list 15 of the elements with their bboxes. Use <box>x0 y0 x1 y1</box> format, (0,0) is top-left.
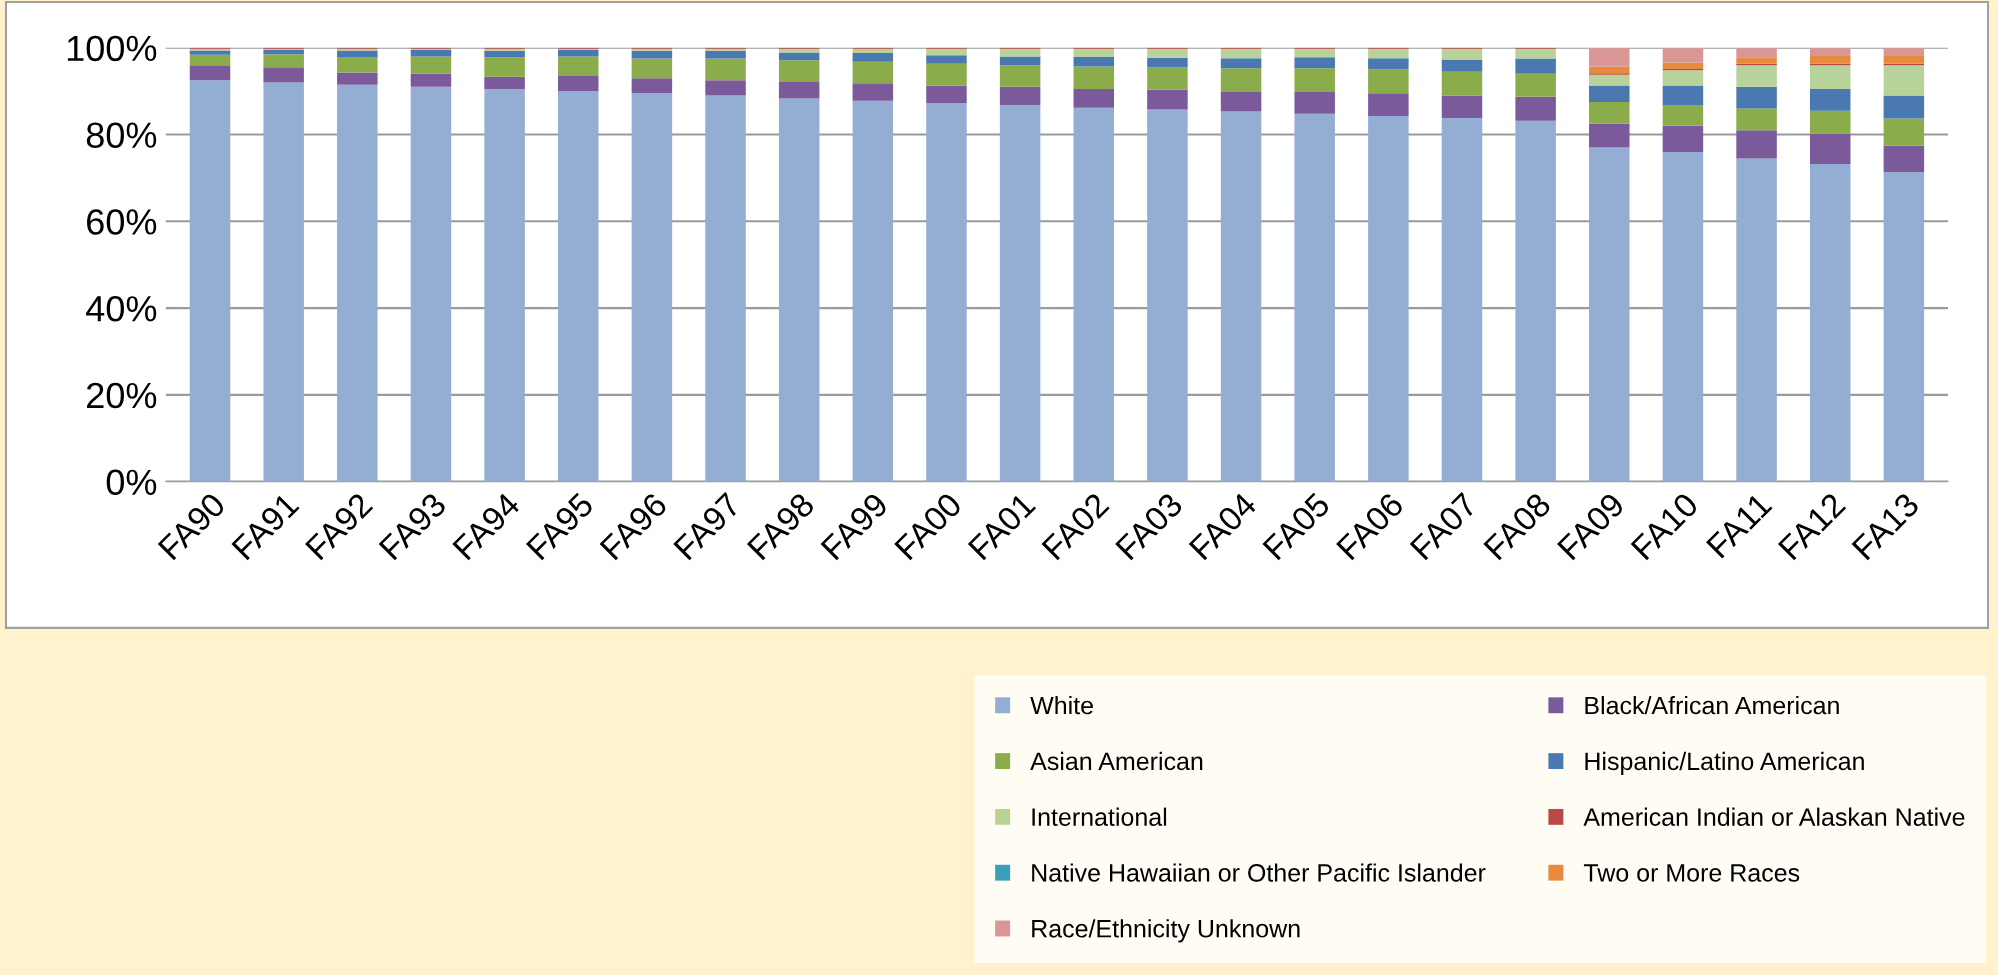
y-tick-label: 60% <box>87 209 157 235</box>
legend-label: Race/Ethnicity Unknown <box>1032 919 1300 943</box>
y-tick-label: 0% <box>106 469 157 496</box>
legend-label: Native Hawaiian or Other Pacific Islander <box>1032 863 1486 882</box>
legend-label: Black/African American <box>1585 695 1839 715</box>
legend-label: Asian American <box>1030 751 1203 771</box>
y-tick-label: 20% <box>87 382 157 409</box>
y-tick-label: 80% <box>86 122 157 148</box>
legend-label: Two or More Races <box>1583 864 1800 882</box>
legend-label: White <box>1030 695 1093 715</box>
legend-label: Hispanic/Latino American <box>1585 751 1864 776</box>
legend-label: International <box>1032 807 1167 826</box>
legend-label: American Indian or Alaskan Native <box>1583 807 1965 826</box>
y-tick-label: 40% <box>86 295 157 322</box>
y-tick-label: 100% <box>67 35 157 62</box>
